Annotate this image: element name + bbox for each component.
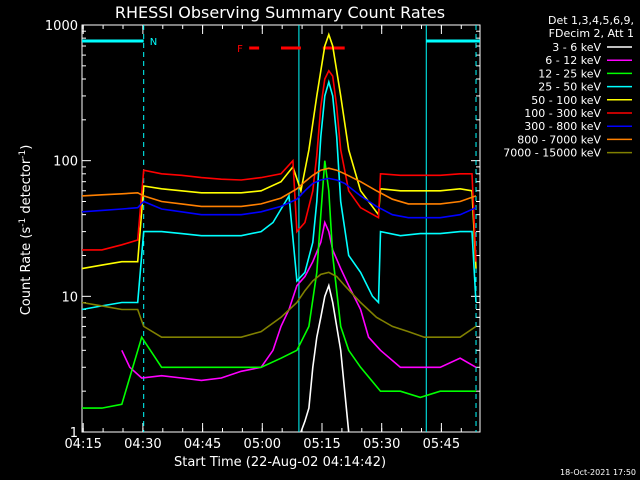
chart-title: RHESSI Observing Summary Count Rates [115,3,445,22]
x-tick-label: 04:45 [184,437,221,452]
timestamp: 18-Oct-2021 17:50 [560,468,636,477]
legend-label-9: 7000 - 15000 keV [503,147,601,160]
y-axis-label: Count Rate (s-1 detector-1) [18,145,34,316]
series-line-7 [81,177,477,219]
series-line-2 [121,219,477,382]
plot-area: 1 10 100 1000 04:15 04:30 04:45 05:00 05:15 05:30… [45,19,481,452]
legend-label-1: 3 - 6 keV [552,41,601,54]
series-line-5 [81,32,477,270]
x-tick-label: 04:15 [64,437,101,452]
series-line-4 [81,79,477,311]
series-line-1 [300,282,350,433]
series-line-3 [82,160,476,409]
x-tick-label: 05:30 [363,437,400,452]
x-tick-label: 05:45 [423,437,460,452]
legend-label-4: 25 - 50 keV [538,81,601,94]
series-line-6 [82,69,477,262]
legend-label-8: 800 - 7000 keV [517,133,601,146]
x-tick-label: 04:30 [124,437,161,452]
y-tick-label: 10 [61,290,78,305]
x-tick-label: 05:00 [244,437,281,452]
legend-label-2: 6 - 12 keV [545,54,601,67]
y-tick-label: 100 [53,155,78,170]
legend-label-7: 300 - 800 keV [524,120,601,133]
series-line-9 [81,271,477,339]
y-tick-label: 1 [70,426,78,441]
x-tick-label: 05:15 [303,437,340,452]
legend-header-line-2: FDecim 2, Att 1 [549,27,634,40]
legend-label-3: 12 - 25 keV [538,67,601,80]
x-axis-label: Start Time (22-Aug-02 04:14:42) [174,455,386,470]
legend-label-6: 100 - 300 keV [524,107,601,120]
plot-frame [81,24,481,433]
series-line-8 [81,167,477,208]
legend-header-line-1: Det 1,3,4,5,6,9, [548,14,634,27]
f-flag-label: F [237,44,243,55]
legend-label-5: 50 - 100 keV [531,94,601,107]
y-tick-label: 1000 [45,19,78,34]
n-flag-label: N [150,37,157,48]
